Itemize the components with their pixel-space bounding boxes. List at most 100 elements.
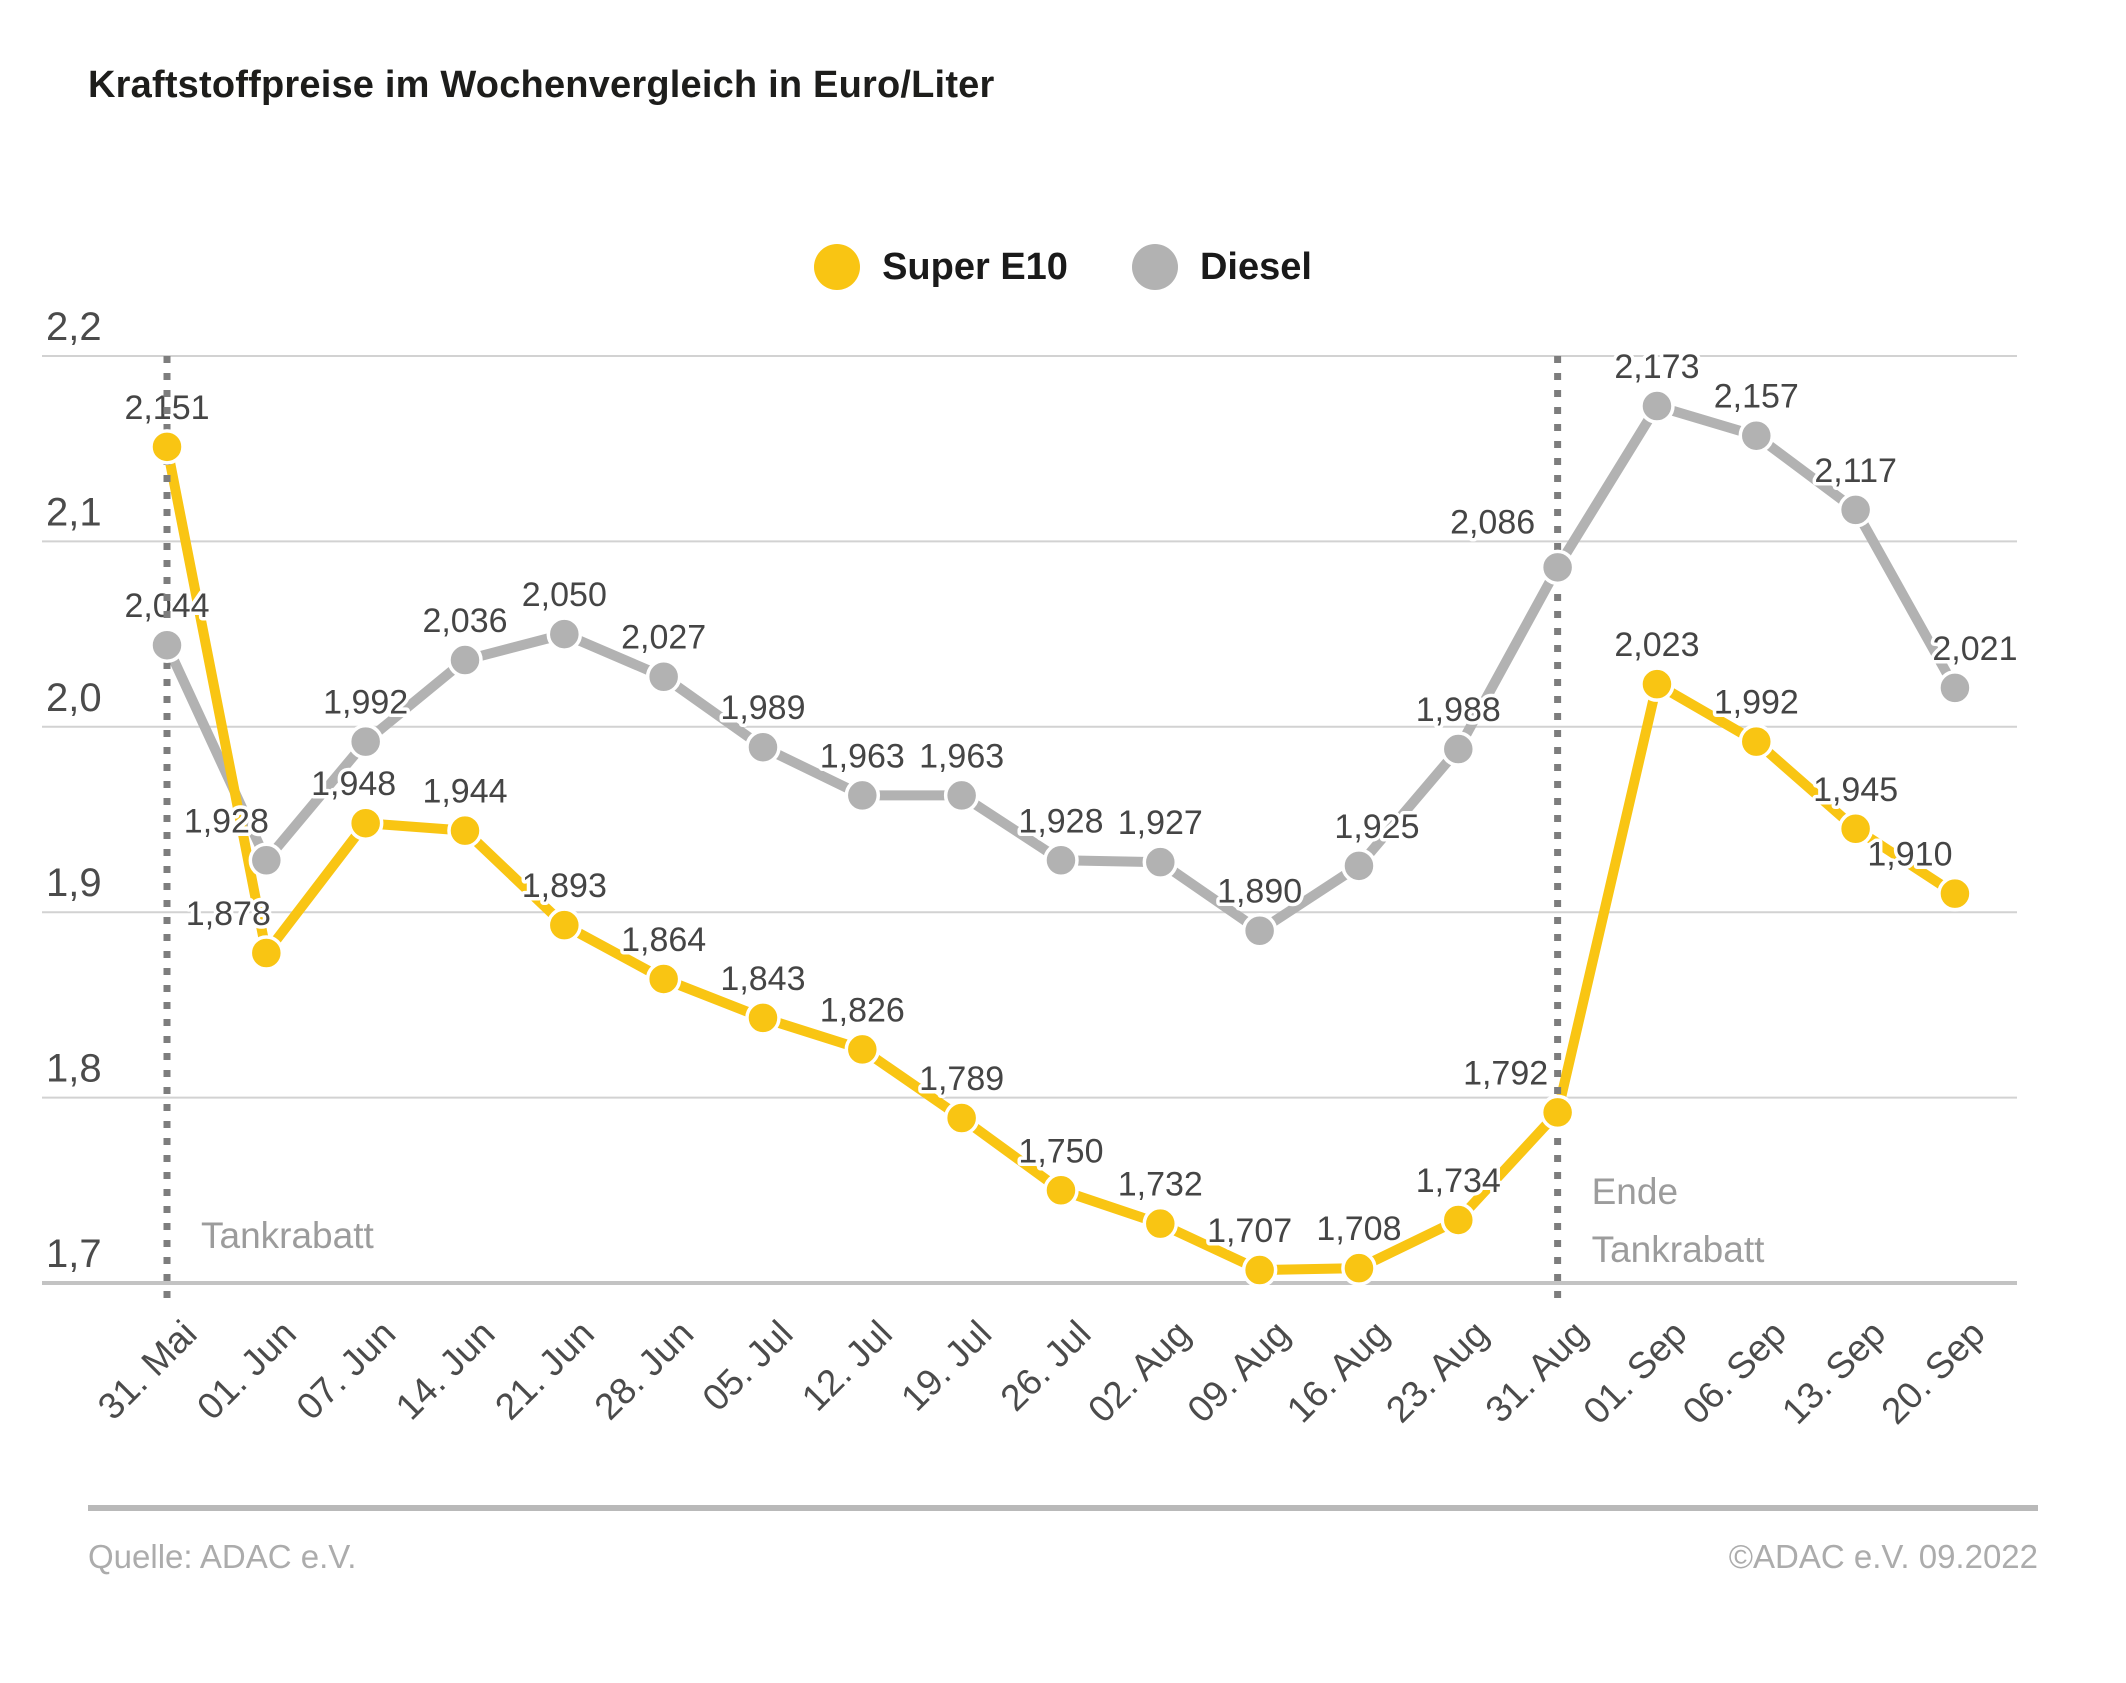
data-point-marker — [1341, 848, 1377, 884]
data-label: 1,732 — [1118, 1166, 1203, 1204]
y-tick-label: 2,2 — [46, 305, 102, 349]
legend-label-super-e10: Super E10 — [882, 245, 1068, 288]
data-point-marker — [1937, 875, 1973, 912]
x-tick-label: 16. Aug — [1279, 1313, 1397, 1431]
x-tick-label: 01. Jun — [189, 1313, 304, 1428]
data-label: 1,992 — [1714, 684, 1799, 722]
chart-title: Kraftstoffpreise im Wochenvergleich in E… — [88, 64, 995, 106]
data-point-marker — [1142, 1205, 1179, 1242]
data-point-marker — [1043, 842, 1079, 879]
footer-source-text: Quelle: ADAC e.V. — [88, 1538, 357, 1575]
x-tick-label: 28. Jun — [586, 1313, 701, 1428]
data-point-marker — [645, 961, 682, 997]
legend-dot-diesel-icon — [1131, 244, 1178, 290]
x-tick-label: 12. Jul — [794, 1313, 900, 1419]
data-point-marker — [1837, 492, 1874, 528]
x-tick-label: 31. Mai — [90, 1313, 205, 1428]
data-label: 1,707 — [1207, 1212, 1292, 1250]
x-tick-label: 14. Jun — [388, 1313, 503, 1428]
legend-label-diesel: Diesel — [1199, 245, 1312, 288]
data-label: 1,890 — [1217, 873, 1302, 911]
data-point-marker — [1738, 417, 1775, 454]
data-label: 2,021 — [1932, 630, 2017, 668]
annotation-label: Ende — [1592, 1171, 1678, 1212]
data-label: 1,925 — [1334, 808, 1419, 846]
data-point-marker — [347, 805, 384, 841]
data-label: 1,910 — [1867, 836, 1952, 874]
data-label: 1,963 — [820, 737, 905, 775]
x-tick-label: 09. Aug — [1180, 1313, 1298, 1431]
data-label: 2,157 — [1714, 378, 1799, 416]
data-label: 1,734 — [1416, 1162, 1501, 1200]
annotation-label: Tankrabatt — [201, 1215, 374, 1256]
data-label: 1,928 — [1018, 802, 1103, 840]
data-label: 1,928 — [184, 802, 269, 840]
annotation-label: Tankrabatt — [1592, 1229, 1765, 1270]
x-tick-label: 07. Jun — [289, 1313, 404, 1428]
data-label: 1,750 — [1018, 1132, 1103, 1170]
data-label: 1,878 — [186, 895, 271, 933]
y-tick-label: 2,1 — [46, 490, 102, 534]
data-label: 1,988 — [1416, 691, 1501, 729]
legend-dot-super-e10-icon — [814, 244, 861, 290]
data-label: 1,789 — [919, 1060, 1004, 1098]
y-tick-label: 1,9 — [46, 861, 102, 905]
data-label: 1,927 — [1118, 804, 1203, 842]
x-tick-label: 13. Sep — [1774, 1313, 1893, 1432]
data-label: 2,036 — [422, 602, 507, 640]
data-point-marker — [745, 729, 781, 765]
data-point-marker — [1738, 723, 1775, 760]
footer-divider — [88, 1505, 2038, 1511]
data-point-marker — [1241, 1252, 1278, 1288]
x-tick-label: 31. Aug — [1478, 1313, 1596, 1431]
data-point-marker — [943, 1100, 980, 1136]
x-tick-label: 23. Aug — [1378, 1313, 1496, 1431]
data-point-marker — [1440, 1202, 1477, 1238]
data-point-marker — [844, 777, 881, 814]
data-label: 2,050 — [522, 576, 607, 614]
data-point-marker — [645, 658, 682, 695]
data-point-marker — [149, 627, 185, 663]
data-point-marker — [943, 777, 980, 814]
data-label: 1,826 — [820, 991, 905, 1029]
y-tick-label: 2,0 — [46, 676, 102, 720]
data-point-marker — [149, 429, 185, 465]
data-label: 2,173 — [1614, 348, 1699, 386]
data-point-marker — [1341, 1250, 1377, 1286]
data-label: 1,708 — [1316, 1210, 1401, 1248]
legend-item-diesel: Diesel — [1131, 244, 1312, 290]
y-tick-label: 1,7 — [46, 1232, 102, 1276]
data-point-marker — [447, 812, 483, 849]
data-label: 1,843 — [720, 960, 805, 998]
y-tick-label: 1,8 — [46, 1047, 102, 1091]
chart-legend: Super E10 Diesel — [0, 244, 2126, 290]
data-label: 1,963 — [919, 737, 1004, 775]
data-point-marker — [1539, 549, 1576, 586]
x-tick-label: 01. Sep — [1575, 1313, 1694, 1432]
data-point-marker — [248, 842, 285, 879]
data-label: 2,086 — [1450, 503, 1535, 541]
data-point-marker — [844, 1031, 881, 1068]
data-point-marker — [1937, 670, 1973, 706]
data-label: 1,864 — [621, 921, 706, 959]
data-label: 1,989 — [720, 689, 805, 727]
data-label: 2,027 — [621, 619, 706, 657]
data-label: 2,044 — [124, 587, 209, 625]
data-point-marker — [1837, 811, 1874, 847]
data-point-marker — [1639, 666, 1675, 702]
data-point-marker — [1539, 1094, 1576, 1131]
legend-item-super-e10: Super E10 — [814, 244, 1068, 290]
data-label: 1,945 — [1813, 771, 1898, 809]
data-label: 2,117 — [1814, 452, 1897, 490]
data-point-marker — [347, 723, 384, 760]
data-label: 1,893 — [522, 867, 607, 905]
data-point-marker — [1440, 731, 1477, 767]
footer-copyright-text: ©ADAC e.V. 09.2022 — [1728, 1538, 2038, 1575]
data-point-marker — [447, 642, 483, 678]
data-label: 1,944 — [422, 773, 507, 811]
data-label: 1,992 — [323, 684, 408, 722]
x-tick-label: 06. Sep — [1675, 1313, 1794, 1432]
data-point-marker — [248, 935, 285, 971]
